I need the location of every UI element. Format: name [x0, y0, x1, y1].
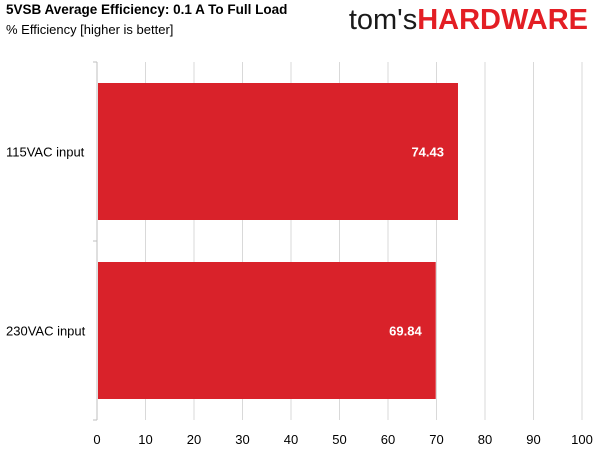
bars [98, 83, 458, 399]
x-tick-label: 80 [478, 432, 492, 447]
x-tick-label: 60 [381, 432, 395, 447]
category-label: 115VAC input [6, 145, 85, 160]
bar [98, 262, 436, 399]
bar [98, 83, 458, 220]
data-label: 69.84 [389, 324, 422, 339]
logo-prefix: tom's [348, 4, 418, 36]
x-tick-label: 0 [93, 432, 100, 447]
x-tick-label: 40 [284, 432, 298, 447]
x-tick-label: 10 [138, 432, 152, 447]
x-tick-label: 30 [235, 432, 249, 447]
chart-title: 5VSB Average Efficiency: 0.1 A To Full L… [6, 2, 288, 17]
x-tick-label: 50 [332, 432, 346, 447]
x-tick-label: 100 [571, 432, 593, 447]
x-tick-label: 90 [526, 432, 540, 447]
axes [93, 61, 98, 421]
toms-hardware-logo: tom'sHARDWARE [349, 0, 588, 40]
chart-subtitle: % Efficiency [higher is better] [6, 22, 174, 37]
x-tick-label: 20 [187, 432, 201, 447]
category-label: 230VAC input [6, 324, 86, 339]
data-label: 74.43 [411, 145, 444, 160]
logo-brand: HARDWARE [417, 4, 588, 36]
x-tick-label: 70 [429, 432, 443, 447]
labels: 0 10 20 30 40 50 60 70 80 90 100 74.43 115VAC input 6… [6, 145, 593, 448]
